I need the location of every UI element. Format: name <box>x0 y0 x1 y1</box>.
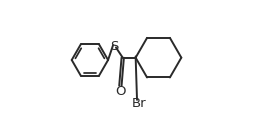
Text: S: S <box>110 40 119 53</box>
Text: Br: Br <box>132 97 146 110</box>
Text: O: O <box>115 85 126 98</box>
